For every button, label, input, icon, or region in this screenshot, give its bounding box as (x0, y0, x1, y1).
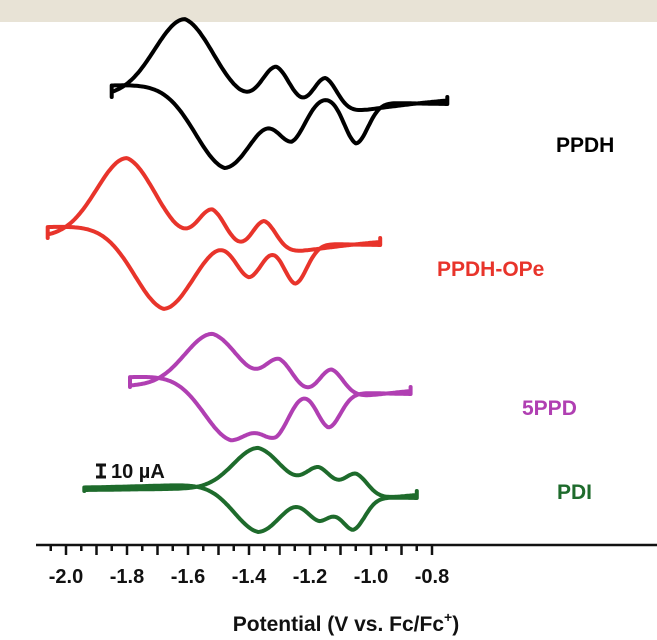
curves-layer (45, 17, 450, 534)
series-curve-ppdh (109, 17, 450, 170)
x-tick-label: -1.6 (171, 566, 205, 588)
x-tick-label: -2.0 (49, 566, 83, 588)
series-curve-ppdh-ope (45, 156, 383, 311)
series-curve-5ppd (128, 331, 413, 443)
x-axis-title: Potential (V vs. Fc/Fc+) (233, 609, 459, 636)
x-axis-tick-labels: -2.0 -1.8 -1.6 -1.4 -1.2 -1.0 -0.8 (49, 566, 449, 588)
series-label-ppdh-ope: PPDH-OPe (437, 258, 544, 281)
scale-bar-mark (96, 463, 106, 479)
header-band (0, 0, 657, 22)
x-axis-ticks (49, 545, 434, 555)
series-label-5ppd: 5PPD (522, 397, 577, 420)
x-tick-label: -1.0 (354, 566, 388, 588)
x-tick-label: -1.2 (293, 566, 327, 588)
x-axis: -2.0 -1.8 -1.6 -1.4 -1.2 -1.0 -0.8 Potential (… (36, 543, 657, 636)
series-curve-pdi (82, 445, 419, 534)
x-tick-label: -1.8 (110, 566, 144, 588)
x-tick-label: -1.4 (232, 566, 267, 588)
x-tick-label: -0.8 (415, 566, 449, 588)
series-label-pdi: PDI (557, 481, 592, 504)
series-labels: PPDH PPDH-OPe 5PPD PDI (437, 134, 614, 504)
scale-bar-label: 10 µA (111, 461, 165, 483)
scale-bar: 10 µA (96, 461, 165, 483)
series-label-ppdh: PPDH (556, 134, 614, 157)
